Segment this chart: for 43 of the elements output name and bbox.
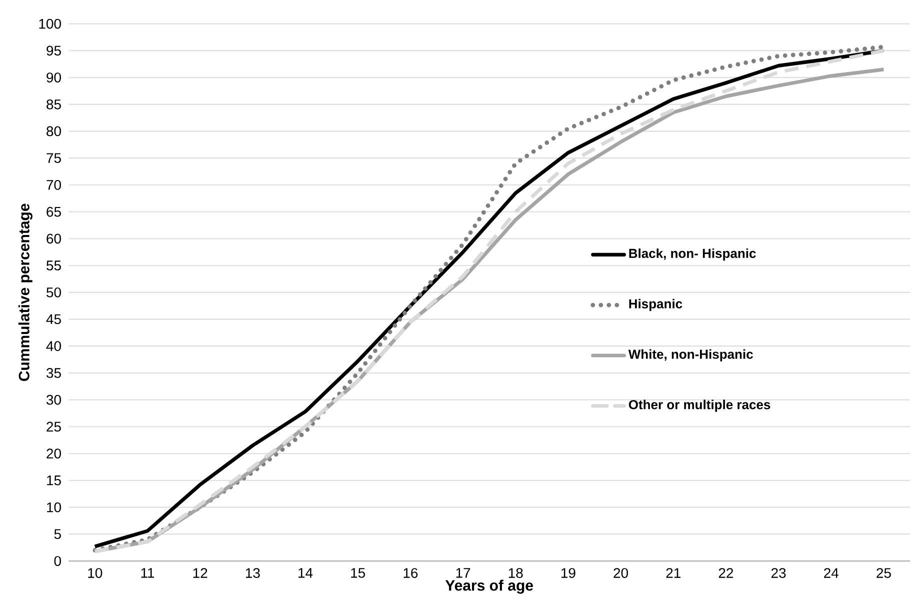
y-tick-label: 5 <box>54 529 61 540</box>
y-tick-label: 10 <box>47 502 61 512</box>
x-tick-label: 12 <box>193 568 208 578</box>
x-tick-label: 22 <box>718 568 734 578</box>
y-tick-label: 90 <box>46 72 61 82</box>
x-tick-label: 25 <box>876 568 891 578</box>
x-tick-label: 18 <box>508 568 523 578</box>
x-tick-label: 23 <box>771 568 786 578</box>
y-tick-label: 15 <box>47 476 61 486</box>
y-tick-label: 60 <box>46 234 61 244</box>
y-tick-label: 25 <box>46 422 61 432</box>
y-tick-label: 75 <box>46 153 61 163</box>
x-tick-label: 15 <box>351 568 366 578</box>
x-tick-label: 14 <box>298 568 313 578</box>
y-tick-label: 55 <box>46 260 61 270</box>
y-tick-label: 85 <box>46 99 61 110</box>
x-axis-title: Years of age <box>445 580 533 594</box>
y-tick-label: 50 <box>46 287 61 298</box>
x-tick-label: 10 <box>88 568 102 578</box>
x-tick-label: 19 <box>561 568 576 578</box>
legend-label: White, non-Hispanic <box>628 349 753 362</box>
x-tick-label: 13 <box>246 568 260 578</box>
legend-label: Hispanic <box>629 298 682 311</box>
x-tick-label: 20 <box>614 568 628 578</box>
x-tick-label: 16 <box>404 568 418 578</box>
y-tick-label: 95 <box>46 46 61 56</box>
x-tick-label: 24 <box>824 568 838 578</box>
y-tick-label: 40 <box>46 341 61 352</box>
y-tick-label: 70 <box>46 180 61 190</box>
y-axis-title: Cummulative percentage <box>18 204 32 381</box>
y-tick-label: 0 <box>54 556 61 566</box>
legend-label: Other or multiple races <box>628 400 770 412</box>
y-tick-label: 20 <box>46 448 61 459</box>
y-tick-label: 100 <box>39 18 61 29</box>
y-tick-label: 80 <box>46 126 61 136</box>
x-tick-label: 21 <box>666 568 680 578</box>
legend-label: Black, non- Hispanic <box>629 248 756 261</box>
y-tick-label: 65 <box>46 206 61 217</box>
y-tick-label: 30 <box>46 394 61 405</box>
x-tick-label: 17 <box>456 568 470 578</box>
x-tick-label: 11 <box>141 568 154 578</box>
y-tick-label: 35 <box>46 368 61 378</box>
y-tick-label: 45 <box>46 314 61 324</box>
